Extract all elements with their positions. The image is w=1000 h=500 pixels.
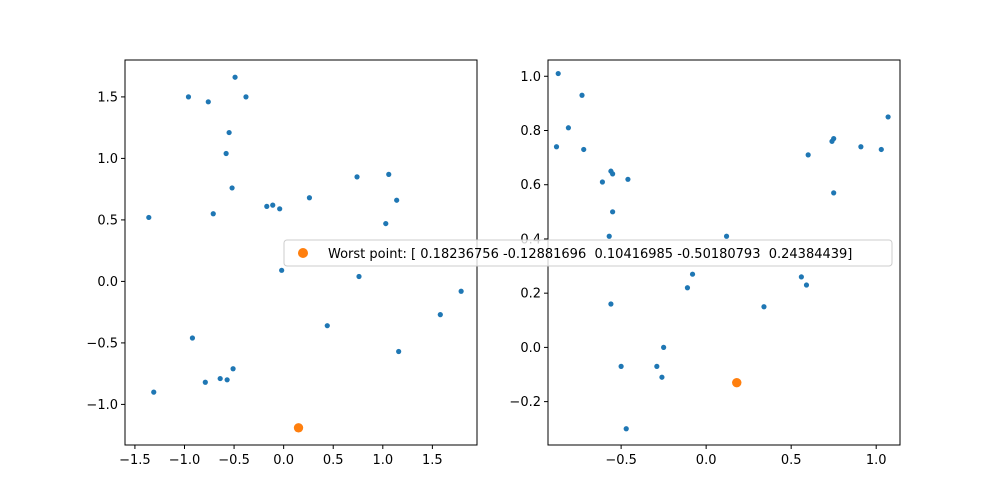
data-point <box>885 114 891 120</box>
data-point <box>661 344 667 350</box>
y-tick-label: 0.6 <box>520 178 541 193</box>
y-tick-label: 0.2 <box>520 287 541 302</box>
data-point <box>324 323 330 329</box>
legend-frame <box>283 239 893 267</box>
y-tick-label: 0.0 <box>97 275 118 290</box>
data-point <box>224 377 230 383</box>
data-point <box>723 233 730 239</box>
data-point <box>151 389 157 395</box>
data-point <box>654 363 660 369</box>
data-point <box>394 197 400 203</box>
data-point <box>618 363 624 369</box>
data-point <box>386 171 392 177</box>
legend: Worst point: [ 0.18236756 -0.12881696 0.… <box>283 239 893 267</box>
data-point <box>264 203 270 209</box>
data-point <box>356 273 362 280</box>
data-point <box>689 271 696 277</box>
data-point <box>565 125 572 131</box>
y-tick-label: 1.0 <box>97 152 118 167</box>
data-point <box>354 174 360 180</box>
x-tick-label: 0.0 <box>273 453 294 468</box>
data-point <box>761 304 767 310</box>
x-tick-label: 0.5 <box>781 453 802 468</box>
data-point <box>623 426 629 432</box>
worst-point <box>293 423 304 433</box>
data-point <box>223 150 229 157</box>
y-tick-label: 0.5 <box>97 213 118 228</box>
data-point <box>555 70 561 77</box>
y-tick-label: −0.5 <box>86 336 118 351</box>
data-point <box>858 144 864 150</box>
data-point <box>610 171 616 177</box>
x-tick-label: −1.0 <box>169 453 201 468</box>
data-point <box>798 274 804 280</box>
x-tick-label: 1.5 <box>422 453 443 468</box>
data-point <box>205 99 211 105</box>
data-point <box>270 202 276 208</box>
data-point <box>803 282 810 288</box>
legend-label: Worst point: [ 0.18236756 -0.12881696 0.… <box>328 247 852 262</box>
data-point <box>217 375 223 382</box>
y-tick-label: 1.0 <box>520 70 541 85</box>
data-point <box>878 146 884 153</box>
x-tick-label: 1.0 <box>866 453 887 468</box>
data-point <box>189 335 196 341</box>
data-point <box>230 366 236 372</box>
y-tick-label: 1.5 <box>97 90 118 105</box>
data-point <box>185 94 192 100</box>
data-point <box>146 214 152 221</box>
data-point <box>831 136 837 142</box>
x-tick-label: −0.5 <box>605 453 637 468</box>
data-point <box>229 185 235 191</box>
data-point <box>606 233 612 239</box>
legend-marker <box>298 248 308 258</box>
data-point <box>277 206 283 212</box>
data-point <box>226 129 232 136</box>
data-point <box>279 267 285 273</box>
left-scatter-panel: −1.5 −1.0 −0.5 0.0 0.5 1.0 1.5 −1.0 −0.5 0.0 0.5 1.… <box>86 59 478 468</box>
y-tick-label: −1.0 <box>86 398 118 413</box>
data-point <box>396 348 402 355</box>
data-point <box>383 220 389 227</box>
data-point <box>202 379 208 385</box>
data-point <box>458 288 464 294</box>
data-point <box>553 144 560 150</box>
worst-point <box>732 377 742 388</box>
data-point <box>805 152 811 158</box>
x-tick-label: 0.0 <box>696 453 717 468</box>
x-tick-label: −1.5 <box>119 453 151 468</box>
data-point <box>437 312 443 318</box>
data-point <box>232 74 238 80</box>
x-tick-label: 1.0 <box>372 453 393 468</box>
x-tick-label: 0.5 <box>323 453 344 468</box>
data-point <box>210 211 216 217</box>
y-tick-label: 0.0 <box>520 341 541 356</box>
data-point <box>684 285 691 291</box>
data-point <box>579 92 585 98</box>
x-tick-label: −0.5 <box>218 453 250 468</box>
y-tick-label: −0.2 <box>509 395 541 410</box>
data-point <box>306 195 313 201</box>
y-tick-label: 0.8 <box>520 124 541 139</box>
data-point <box>581 146 587 153</box>
data-point <box>599 179 606 185</box>
data-point <box>610 209 616 215</box>
right-scatter-panel: −0.50.00.51.0−0.20.00.20.40.60.81.0 <box>509 59 901 468</box>
data-point <box>659 374 665 380</box>
data-point <box>243 94 249 100</box>
data-point <box>625 176 631 182</box>
data-point <box>608 301 614 307</box>
data-point <box>831 190 837 196</box>
